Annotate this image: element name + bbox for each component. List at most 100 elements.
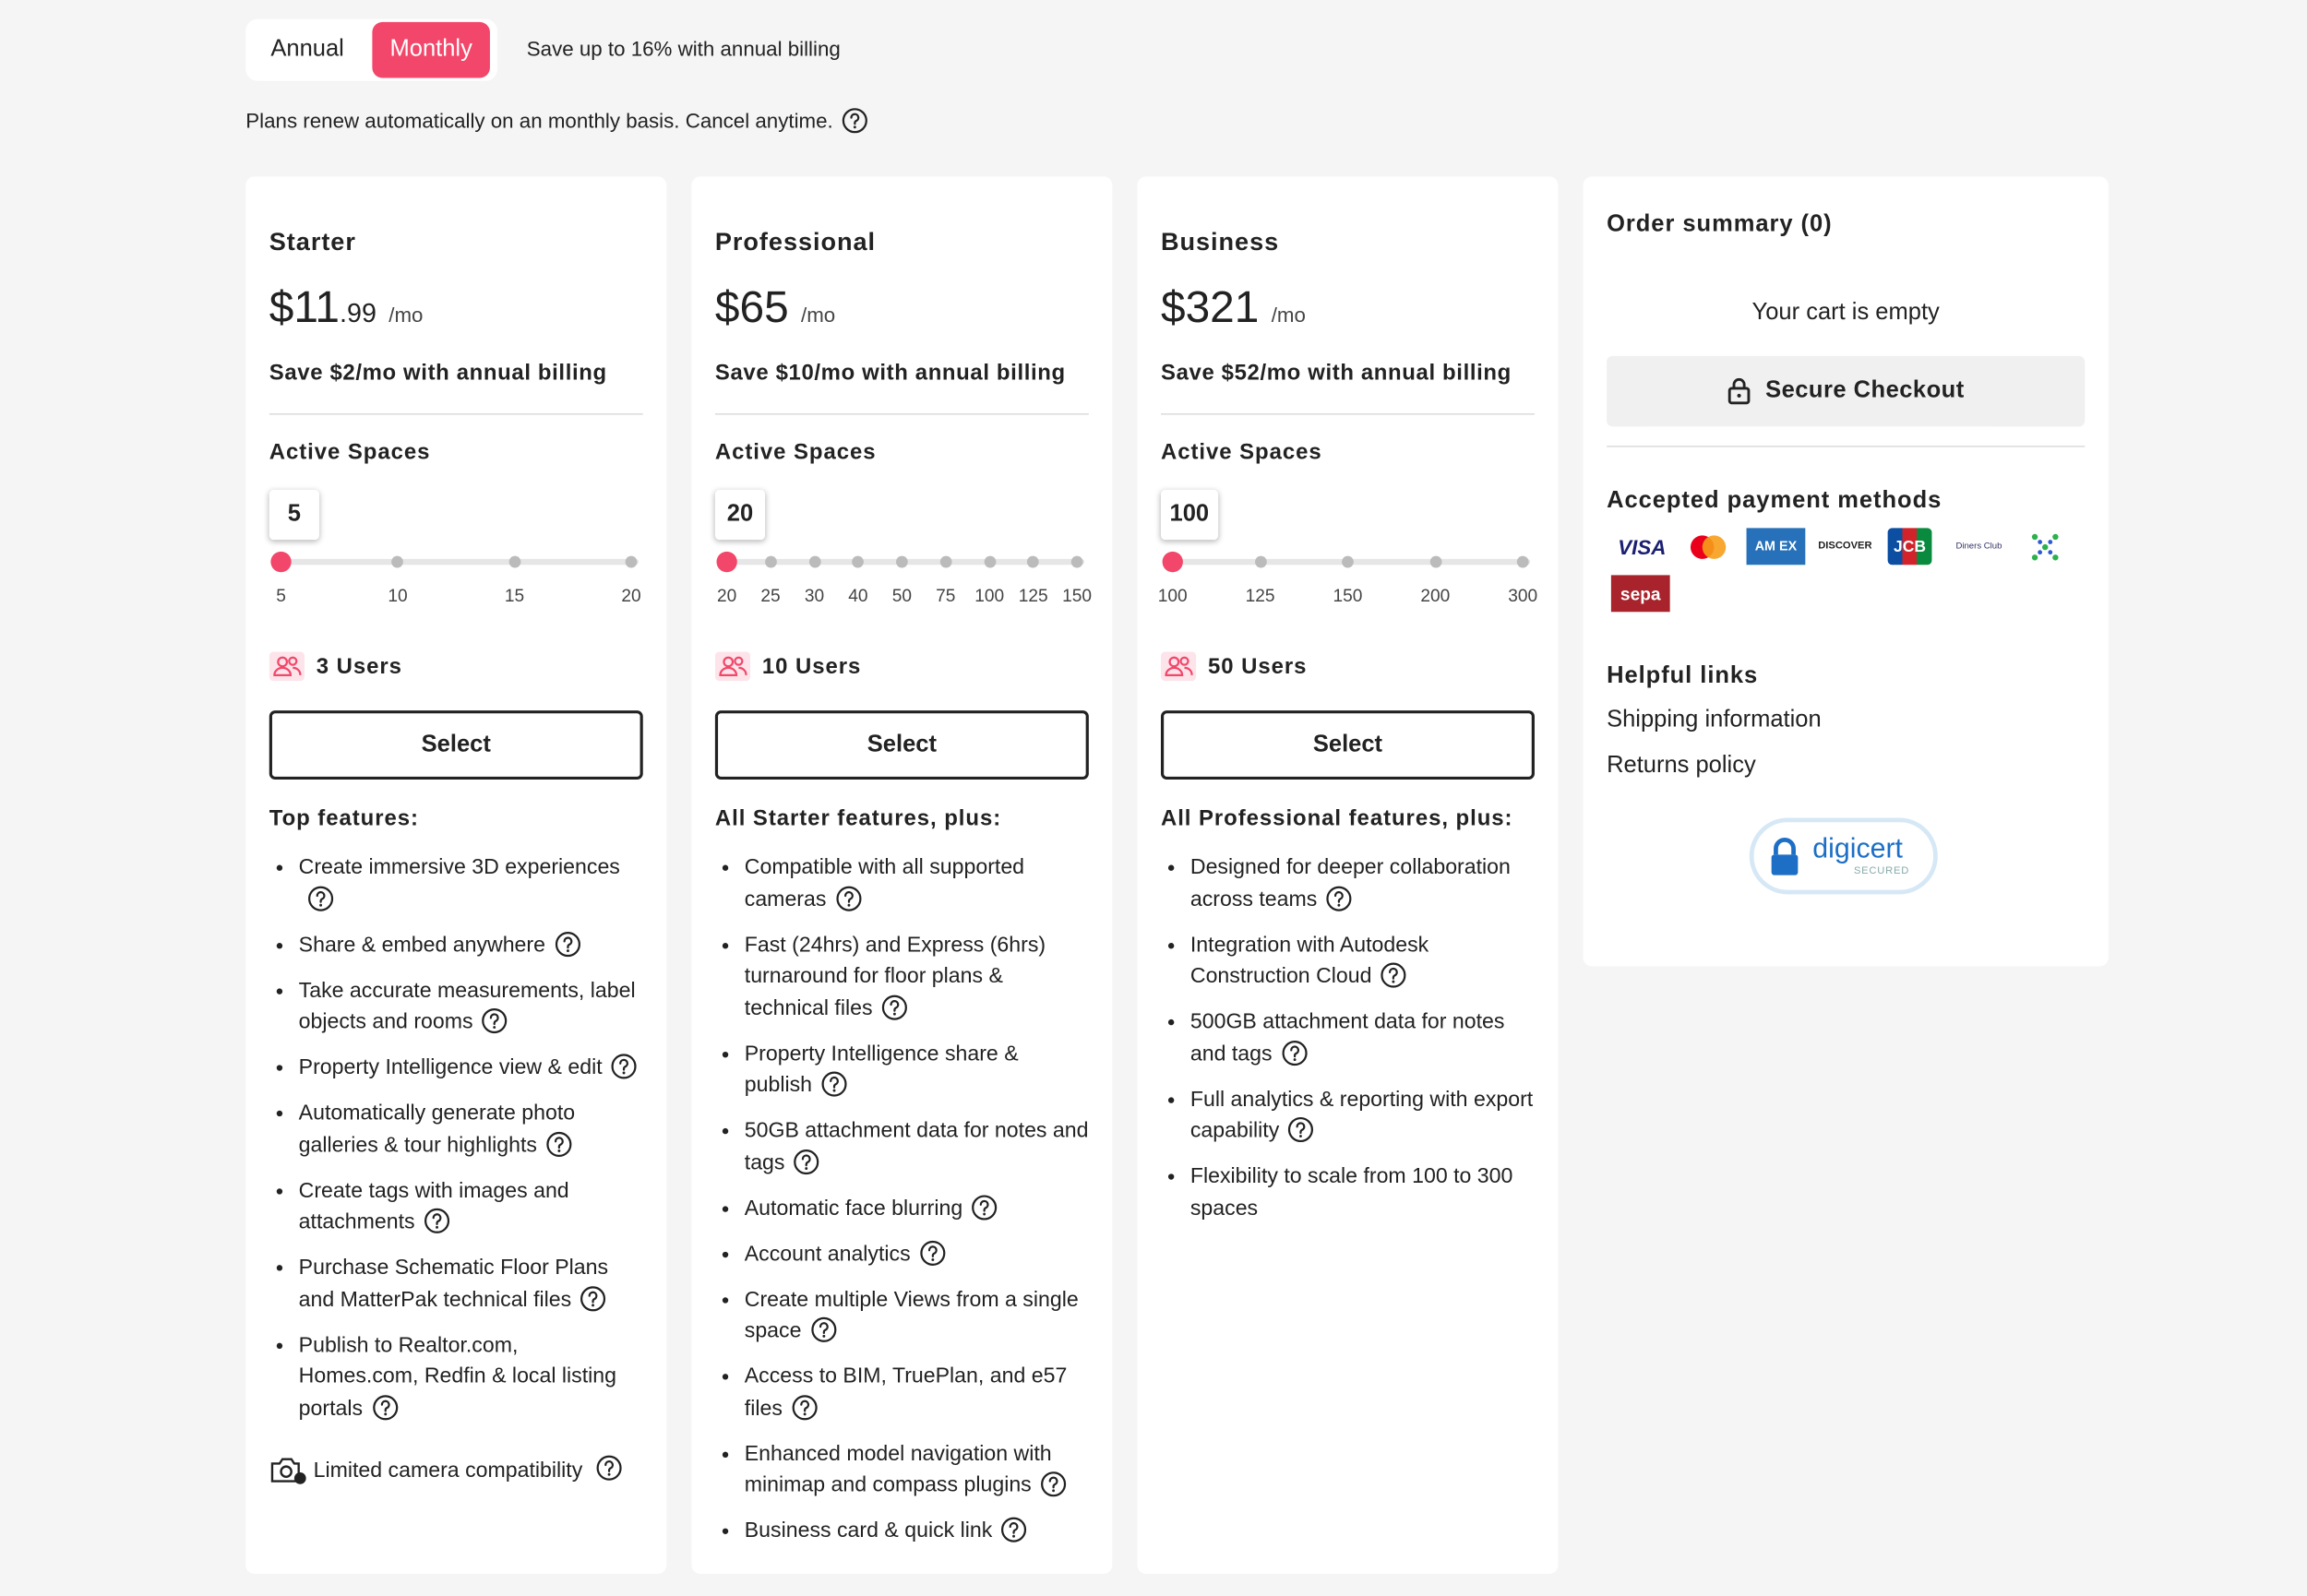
feature-text: 500GB attachment data for notes and tags bbox=[1189, 1010, 1505, 1066]
feature-list: Designed for deeper collaboration across… bbox=[1161, 853, 1535, 1233]
slider-stop bbox=[939, 555, 952, 568]
divider bbox=[1607, 446, 2086, 447]
feature: Business card & quick link bbox=[745, 1517, 1089, 1554]
shipping-link[interactable]: Shipping information bbox=[1607, 707, 1822, 733]
feature-text: Create tags with images and attachments bbox=[298, 1178, 569, 1234]
slider-knob[interactable] bbox=[716, 551, 737, 573]
tick-label: 25 bbox=[760, 585, 781, 606]
order-title: Order summary (0) bbox=[1607, 211, 1833, 237]
price-main: $321 bbox=[1160, 283, 1260, 333]
slider-stop bbox=[983, 555, 996, 568]
help-icon[interactable] bbox=[794, 1148, 820, 1185]
help-icon[interactable] bbox=[1001, 1517, 1028, 1554]
tick-label: 30 bbox=[804, 585, 825, 606]
select-button[interactable]: Select bbox=[269, 710, 643, 780]
tick-label: 125 bbox=[1245, 585, 1275, 606]
price-period: /mo bbox=[388, 303, 424, 327]
divider bbox=[1160, 413, 1535, 415]
feature-text: Take accurate measurements, label object… bbox=[298, 979, 636, 1034]
network-logo bbox=[2031, 533, 2059, 561]
feature-text: Full analytics & reporting with export c… bbox=[1189, 1088, 1534, 1143]
returns-link[interactable]: Returns policy bbox=[1607, 753, 1756, 779]
help-icon[interactable] bbox=[1381, 962, 1407, 1000]
tick-label: 100 bbox=[974, 585, 1005, 606]
lock-icon bbox=[1727, 378, 1751, 405]
feature: Create tags with images and attachments bbox=[299, 1176, 643, 1245]
help-icon[interactable] bbox=[372, 1394, 399, 1432]
help-icon[interactable] bbox=[482, 1007, 508, 1045]
feature-text: Create multiple Views from a single spac… bbox=[744, 1287, 1079, 1343]
help-icon[interactable] bbox=[596, 1455, 623, 1487]
plan-name: Starter bbox=[269, 228, 356, 256]
feature: Integration with Autodesk Construction C… bbox=[1190, 930, 1535, 999]
monthly-option[interactable]: Monthly bbox=[372, 21, 490, 78]
users-icon bbox=[714, 651, 751, 682]
help-icon[interactable] bbox=[546, 1130, 573, 1168]
save-note: Save $10/mo with annual billing bbox=[714, 360, 1066, 386]
plan-card bbox=[245, 176, 667, 1575]
tick-label: 15 bbox=[504, 585, 525, 606]
diners-logo: Diners Club bbox=[1955, 542, 2002, 552]
discover-logo: DISCOVER bbox=[1818, 541, 1872, 552]
payments-title: Accepted payment methods bbox=[1607, 488, 1942, 514]
price-period: /mo bbox=[1271, 303, 1306, 327]
slider-stop bbox=[1342, 555, 1354, 568]
help-icon[interactable] bbox=[1326, 885, 1353, 923]
feature: Designed for deeper collaboration across… bbox=[1190, 853, 1535, 923]
billing-note: Save up to 16% with annual billing bbox=[526, 36, 841, 61]
slider-stop bbox=[1254, 555, 1266, 568]
users: 10 Users bbox=[714, 651, 861, 682]
feature: Publish to Realtor.com, Homes.com, Redfi… bbox=[299, 1330, 643, 1431]
select-button[interactable]: Select bbox=[1160, 710, 1535, 780]
help-icon[interactable] bbox=[972, 1194, 998, 1232]
tick-label: 5 bbox=[276, 585, 286, 606]
selected-value: 5 bbox=[269, 489, 319, 541]
feature: Automatic face blurring bbox=[745, 1194, 1089, 1232]
tick-label: 100 bbox=[1157, 585, 1188, 606]
plan-name: Business bbox=[1160, 228, 1280, 256]
help-icon[interactable] bbox=[611, 1054, 638, 1091]
select-button[interactable]: Select bbox=[714, 710, 1089, 780]
help-icon[interactable] bbox=[1288, 1116, 1315, 1154]
slider-track[interactable] bbox=[273, 558, 639, 566]
help-icon[interactable] bbox=[791, 1394, 818, 1432]
annual-option[interactable]: Annual bbox=[270, 36, 344, 62]
slider-knob[interactable] bbox=[1162, 551, 1183, 573]
slider-stop bbox=[764, 555, 777, 568]
tick-label: 75 bbox=[936, 585, 956, 606]
feature: Create immersive 3D experiences bbox=[299, 853, 643, 923]
help-icon[interactable] bbox=[1281, 1039, 1308, 1077]
tick-label: 40 bbox=[848, 585, 868, 606]
help-icon[interactable] bbox=[821, 1071, 848, 1109]
feature: Take accurate measurements, label object… bbox=[299, 976, 643, 1045]
help-icon[interactable] bbox=[842, 107, 868, 137]
help-icon[interactable] bbox=[424, 1208, 450, 1245]
help-icon[interactable] bbox=[919, 1239, 946, 1277]
slider-stop bbox=[808, 555, 820, 568]
help-icon[interactable] bbox=[555, 930, 581, 968]
jcb-logo: JCB bbox=[1887, 528, 1932, 566]
tick-label: 300 bbox=[1508, 585, 1538, 606]
tick-label: 20 bbox=[716, 585, 737, 606]
help-icon[interactable] bbox=[835, 885, 862, 923]
help-icon[interactable] bbox=[881, 994, 908, 1031]
feature-text: Integration with Autodesk Construction C… bbox=[1189, 933, 1429, 989]
slider-stop bbox=[508, 555, 520, 568]
plan-price: $11.99 /mo bbox=[269, 284, 424, 334]
renew-note: Plans renew automatically on an monthly … bbox=[245, 107, 868, 137]
slider-stop bbox=[1027, 555, 1040, 568]
tick-label: 150 bbox=[1062, 585, 1093, 606]
slider-stop bbox=[391, 555, 404, 568]
selected-value: 20 bbox=[714, 489, 766, 541]
help-icon[interactable] bbox=[1040, 1471, 1067, 1508]
slider-knob[interactable] bbox=[270, 551, 292, 573]
slider-stop bbox=[1070, 555, 1083, 568]
help-icon[interactable] bbox=[307, 885, 334, 923]
checkout-button[interactable]: Secure Checkout bbox=[1607, 355, 2086, 427]
help-icon[interactable] bbox=[810, 1316, 837, 1354]
feature-list: Create immersive 3D experiences Share & e… bbox=[269, 853, 643, 1439]
feature-text: Property Intelligence view & edit bbox=[298, 1055, 603, 1080]
help-icon[interactable] bbox=[580, 1285, 607, 1323]
visa-logo: VISA bbox=[1618, 534, 1667, 559]
